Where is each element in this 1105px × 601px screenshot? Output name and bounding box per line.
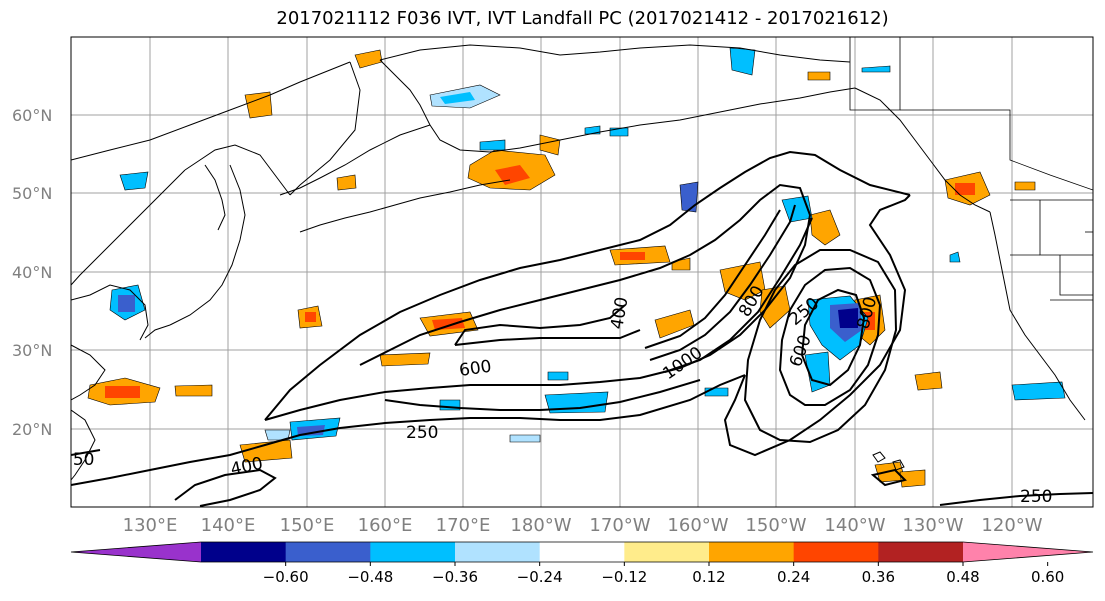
ivt-contours — [71, 150, 1093, 507]
lon-label: 180°W — [510, 515, 571, 536]
lat-label: 50°N — [12, 184, 52, 203]
lat-label: 20°N — [12, 420, 52, 439]
colorbar-segment — [201, 542, 287, 562]
colorbar-segment — [878, 542, 964, 562]
colorbar-segment — [455, 542, 541, 562]
contour-label: 250 — [1020, 487, 1052, 507]
colorbar-extend-low — [71, 542, 201, 562]
longitude-labels: 130°E 140°E 150°E 160°E 170°E 180°W 170°… — [123, 515, 1043, 536]
colorbar-tick-label: 0.12 — [692, 568, 725, 586]
colorbar-tick-label: −0.12 — [601, 568, 647, 586]
lat-label: 60°N — [12, 106, 52, 125]
lon-label: 140°W — [824, 515, 885, 536]
lon-label: 140°E — [201, 515, 256, 536]
colorbar-tick-label: 0.48 — [946, 568, 979, 586]
colorbar-tick-label: 0.36 — [862, 568, 895, 586]
colorbar: −0.60 −0.48 −0.36 −0.24 −0.12 0.12 0.24 0.36 0.4… — [70, 541, 1094, 586]
colorbar-tick-label: −0.60 — [263, 568, 309, 586]
contour-label: 250 — [406, 423, 438, 443]
lon-label: 150°E — [280, 515, 335, 536]
lon-label: 170°W — [589, 515, 650, 536]
lon-label: 170°E — [436, 515, 491, 536]
colorbar-tick-label: 0.60 — [1031, 568, 1064, 586]
political-boundaries — [849, 37, 1093, 301]
colorbar-tick-label: 0.24 — [777, 568, 810, 586]
coastlines — [71, 44, 1086, 481]
latitude-labels: 60°N 50°N 40°N 30°N 20°N — [12, 106, 52, 439]
lon-label: 120°W — [981, 515, 1042, 536]
lat-label: 30°N — [12, 341, 52, 360]
lon-label: 150°W — [745, 515, 806, 536]
colorbar-extend-high — [963, 542, 1093, 562]
colorbar-segment — [539, 542, 625, 562]
map-title: 2017021112 F036 IVT, IVT Landfall PC (20… — [276, 8, 889, 29]
colorbar-segment — [793, 542, 879, 562]
contour-label: 600 — [458, 357, 493, 381]
colorbar-segment — [370, 542, 456, 562]
colorbar-tick-label: −0.36 — [432, 568, 478, 586]
colorbar-segment — [285, 542, 371, 562]
lon-label: 160°W — [667, 515, 728, 536]
colorbar-outline — [70, 541, 1094, 563]
lon-label: 130°W — [902, 515, 963, 536]
contour-label: 250 — [62, 450, 94, 470]
lat-label: 40°N — [12, 263, 52, 282]
colorbar-segment — [709, 542, 795, 562]
map-frame — [70, 36, 1094, 508]
lon-label: 130°E — [123, 515, 178, 536]
positive-pc-shading — [87, 49, 1036, 488]
colorbar-tick-label: −0.48 — [347, 568, 393, 586]
colorbar-segment — [624, 542, 710, 562]
lon-label: 160°E — [358, 515, 413, 536]
colorbar-tick-label: −0.24 — [517, 568, 563, 586]
